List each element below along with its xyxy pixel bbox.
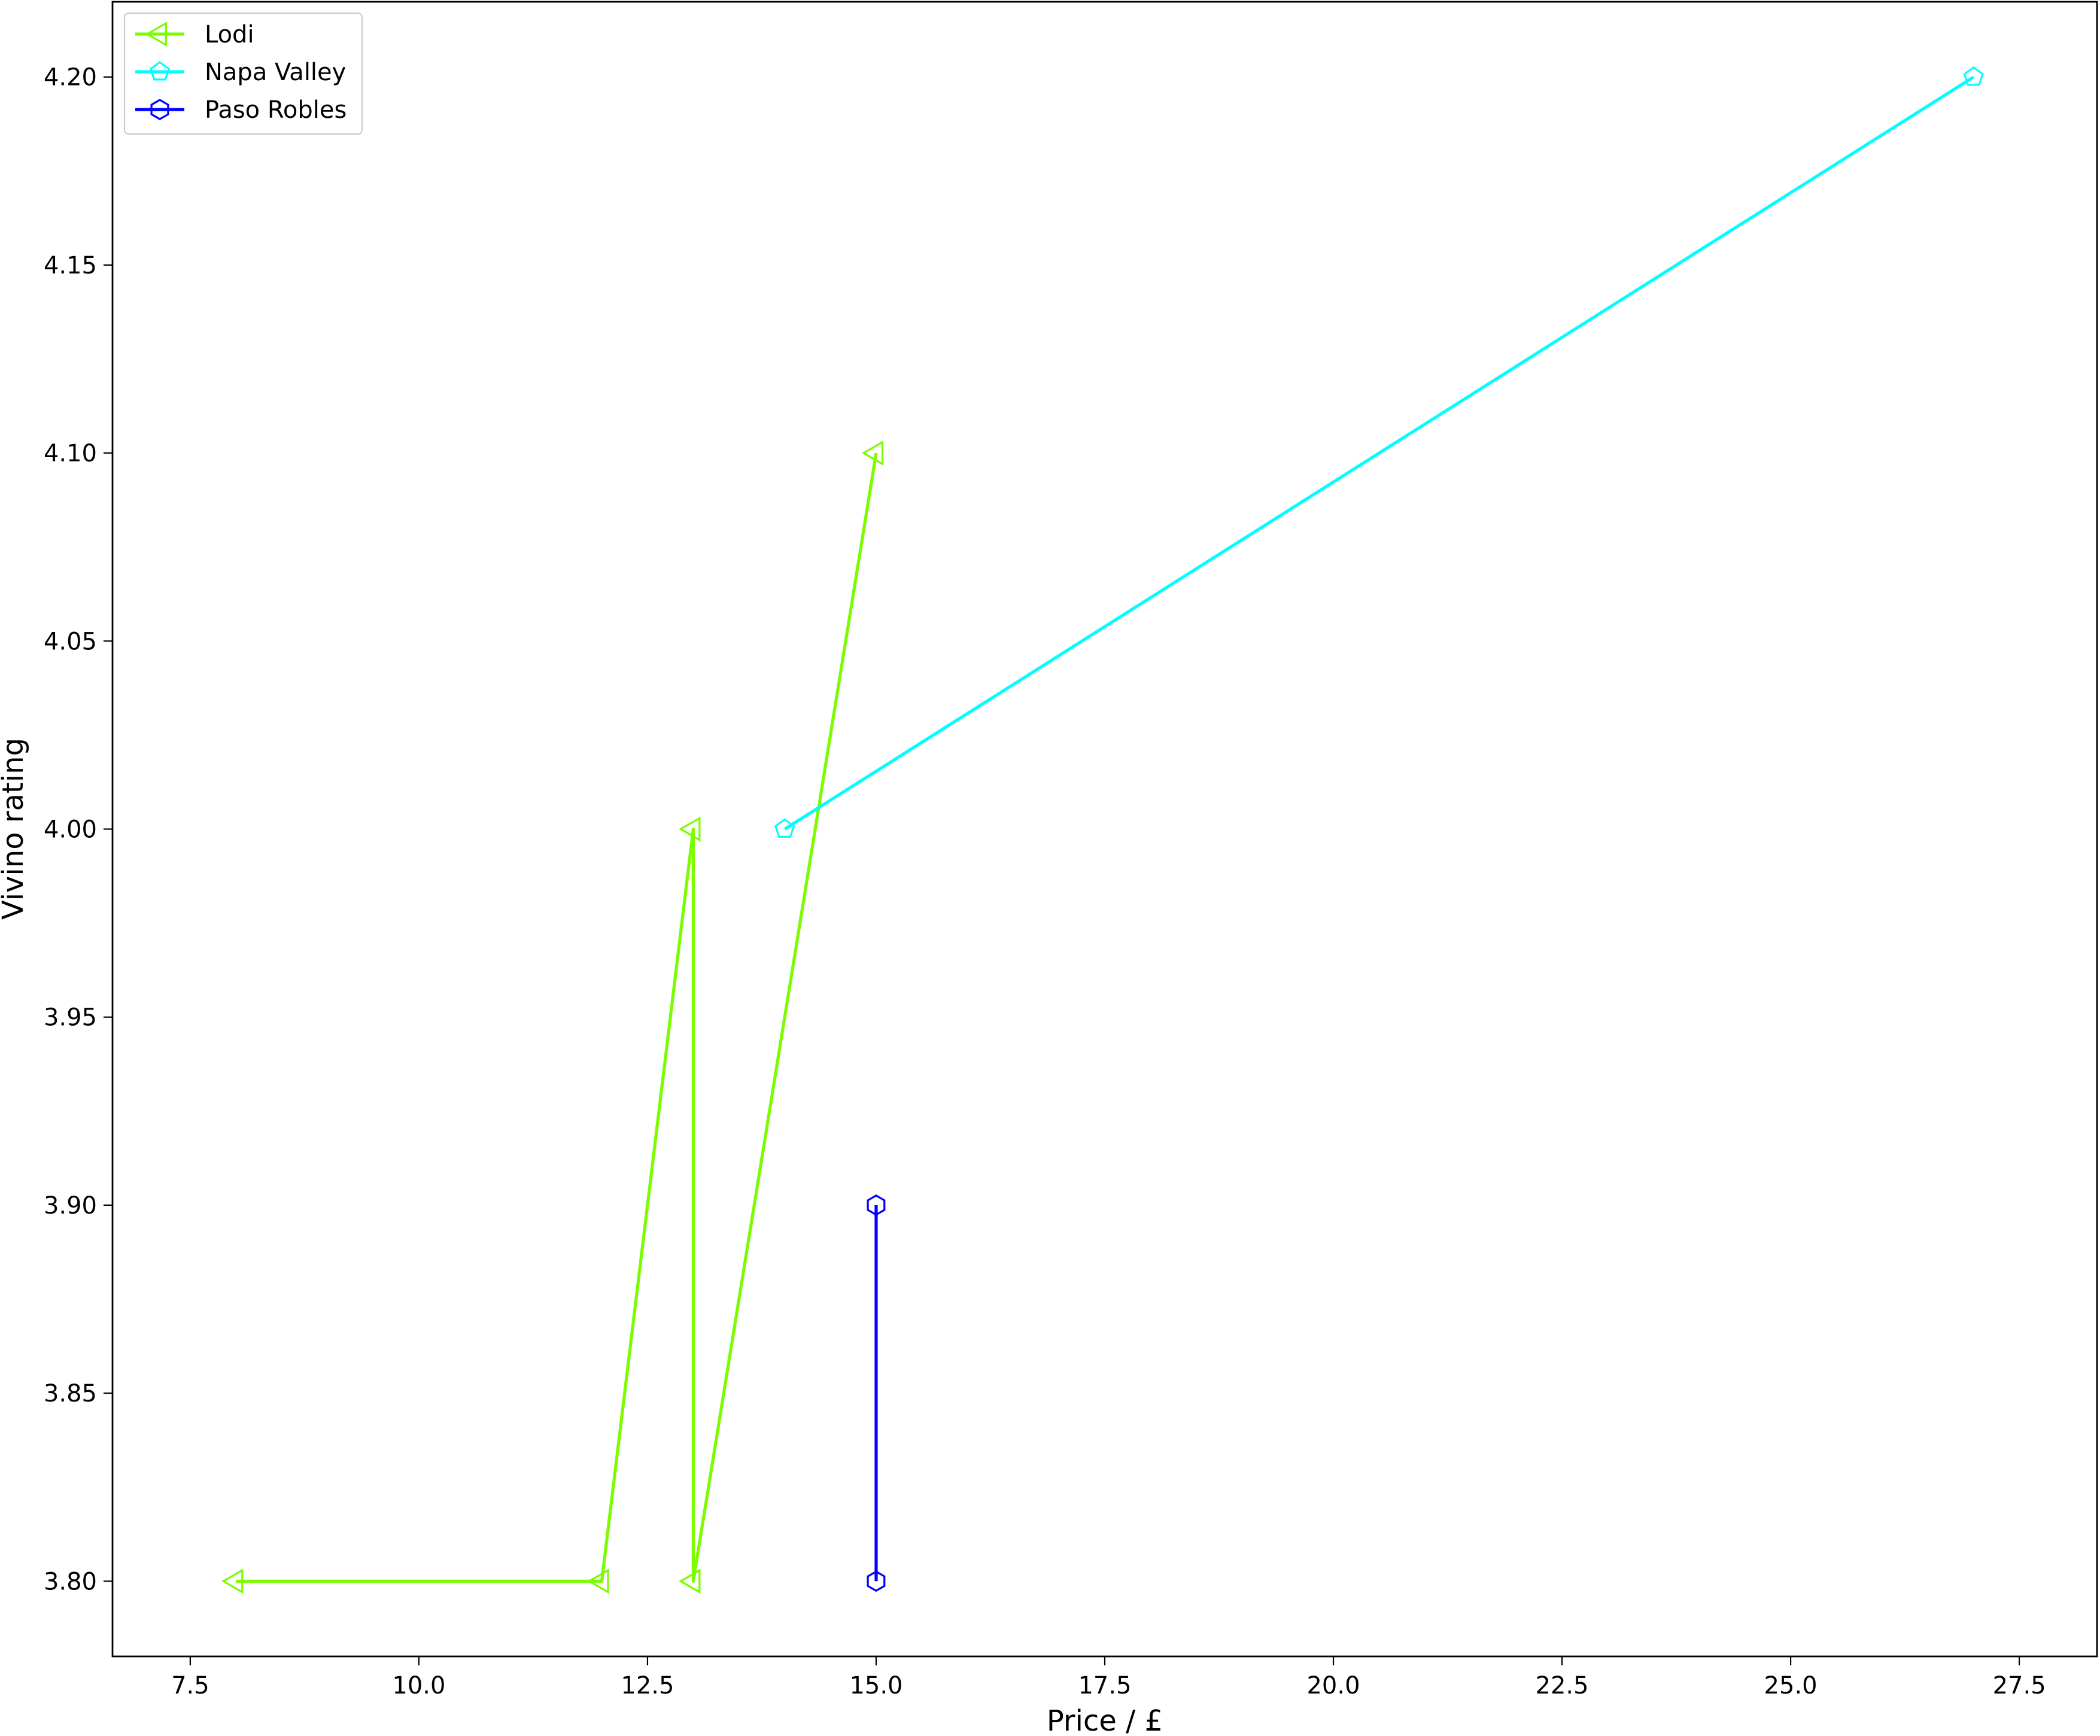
plot-area xyxy=(221,66,1984,1594)
x-tick-label: 20.0 xyxy=(1306,1672,1360,1699)
legend-item: Lodi xyxy=(135,21,254,48)
y-tick-label: 4.05 xyxy=(44,628,97,655)
data-point xyxy=(221,1568,244,1594)
data-point xyxy=(679,1568,701,1594)
series-paso-robles xyxy=(867,1194,886,1592)
data-point xyxy=(861,440,884,466)
legend: Lodi Napa Valley Paso Robles xyxy=(123,12,363,135)
data-point xyxy=(679,816,701,842)
series-line xyxy=(783,75,1975,831)
legend-marker xyxy=(145,22,168,47)
y-tick-label: 4.15 xyxy=(44,252,97,279)
y-tick-label: 4.00 xyxy=(44,816,97,844)
x-tick-label: 22.5 xyxy=(1536,1672,1589,1699)
data-point xyxy=(587,1568,609,1594)
x-tick-label: 10.0 xyxy=(392,1672,445,1699)
series-line xyxy=(236,452,878,1583)
x-tick-label: 27.5 xyxy=(1993,1672,2046,1699)
y-tick-label: 3.85 xyxy=(44,1380,97,1407)
legend-marker xyxy=(149,61,171,81)
y-tick-label: 4.10 xyxy=(44,440,97,467)
legend-frame xyxy=(123,12,363,135)
x-tick-label: 12.5 xyxy=(621,1672,674,1699)
legend-item: Paso Robles xyxy=(135,96,347,124)
y-axis-label: Vivino rating xyxy=(0,738,30,920)
x-axis: 7.5 10.0 12.5 15.0 17.5 20.0 22.5 25.0 27.5 xyxy=(171,1656,2046,1699)
x-tick-label: 7.5 xyxy=(171,1672,209,1699)
legend-label: Lodi xyxy=(205,21,254,48)
x-tick-label: 15.0 xyxy=(849,1672,902,1699)
data-point xyxy=(774,818,795,838)
y-axis: 3.80 3.85 3.90 3.95 4.00 4.05 4.10 4.15 4.20 xyxy=(44,64,113,1595)
y-tick-label: 3.90 xyxy=(44,1192,97,1220)
x-axis-label: Price / £ xyxy=(1047,1704,1163,1736)
legend-item: Napa Valley xyxy=(135,59,346,86)
x-tick-label: 25.0 xyxy=(1764,1672,1818,1699)
x-tick-label: 17.5 xyxy=(1078,1672,1131,1699)
series-napa-valley xyxy=(774,66,1984,838)
series-lodi xyxy=(221,440,884,1594)
y-tick-label: 3.95 xyxy=(44,1004,97,1032)
legend-marker xyxy=(150,99,169,120)
y-tick-label: 4.20 xyxy=(44,64,97,92)
legend-label: Napa Valley xyxy=(205,59,346,86)
legend-label: Paso Robles xyxy=(205,96,347,124)
data-point xyxy=(1963,66,1984,86)
data-point xyxy=(867,1570,886,1592)
y-tick-label: 3.80 xyxy=(44,1568,97,1595)
data-point xyxy=(867,1194,886,1216)
